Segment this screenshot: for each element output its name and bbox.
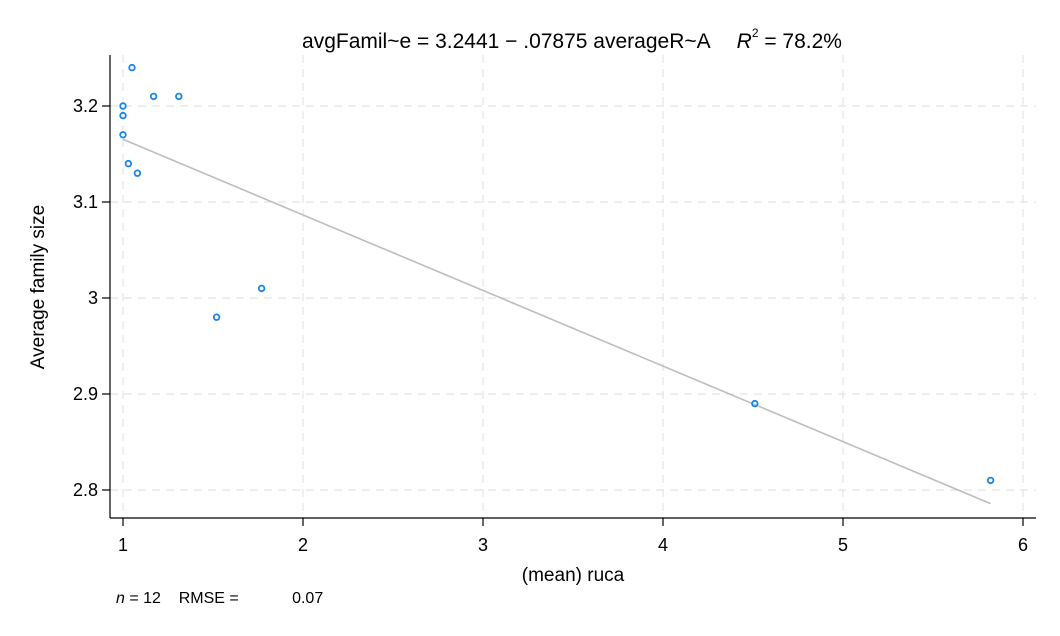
y-ticks: 2.8 2.9 3 3.1 3.2 (73, 96, 110, 500)
y-tick-label: 3.2 (73, 96, 98, 116)
y-tick-label: 2.9 (73, 384, 98, 404)
scatter-point (128, 63, 136, 72)
x-ticks: 1 2 3 4 5 6 (118, 518, 1028, 555)
footer-note: n = 12 RMSE = 0.07 (116, 590, 323, 608)
scatter-point (212, 313, 221, 321)
x-tick-label: 5 (838, 535, 848, 555)
grid (110, 55, 1036, 518)
footer-n-value: = 12 (124, 590, 161, 607)
scatter-point (124, 159, 133, 168)
scatter-point (119, 111, 127, 120)
footer-n-label: n (116, 590, 125, 607)
points-group (119, 63, 995, 485)
title-equation: avgFamil~e = 3.2441 − .07875 averageR~A (302, 30, 711, 53)
scatter-point (257, 284, 266, 293)
x-tick-label: 1 (118, 535, 128, 555)
x-tick-label: 6 (1018, 535, 1028, 555)
title-r2-symbol: R (737, 30, 752, 53)
scatter-point (175, 92, 183, 101)
x-axis-title: (mean) ruca (522, 565, 625, 586)
x-tick-label: 2 (298, 535, 308, 555)
scatter-point (149, 92, 158, 101)
title-r2-superscript: 2 (752, 26, 759, 40)
scatter-point (119, 131, 127, 139)
scatter-point (751, 399, 759, 408)
chart-title: avgFamil~e = 3.2441 − .07875 averageR~A R… (302, 26, 842, 53)
footer-rmse-value: 0.07 (292, 590, 324, 607)
scatter-point (986, 476, 995, 485)
fit-line-group (122, 138, 991, 505)
y-tick-label: 3.1 (73, 192, 98, 212)
scatter-point (119, 102, 127, 110)
x-tick-label: 3 (478, 535, 488, 555)
scatter-point (133, 169, 142, 177)
x-tick-label: 4 (658, 535, 668, 555)
footer-rmse-label: RMSE = (178, 590, 239, 607)
y-tick-label: 3 (88, 288, 98, 308)
axes (109, 55, 1036, 519)
y-axis-title: Average family size (28, 205, 49, 369)
title-r2-value: = 78.2% (759, 30, 842, 53)
y-tick-label: 2.8 (73, 480, 98, 500)
fit-line (122, 138, 991, 505)
